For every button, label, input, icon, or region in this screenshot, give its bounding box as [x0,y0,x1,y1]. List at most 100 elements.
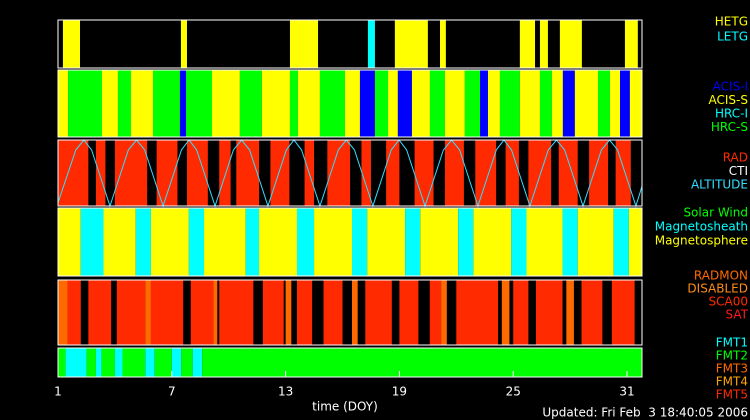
segment [319,70,345,137]
segment [103,208,136,276]
segment [351,280,358,345]
segment [150,208,189,276]
segment [526,208,563,276]
segment [122,348,146,377]
segment [574,70,598,137]
segment [562,70,575,137]
legend-label: RADMON [694,269,748,283]
segment [186,70,213,137]
segment [131,70,154,137]
segment [289,20,319,68]
segment [116,280,146,345]
segment [499,70,520,137]
segment [114,140,148,206]
segment [327,140,351,206]
segment [519,70,540,137]
segment [80,208,104,276]
segment [239,70,262,137]
segment [628,208,642,276]
segment [505,140,519,206]
segment [297,70,320,137]
segment [365,280,392,345]
segment [95,140,106,206]
segment [285,280,292,345]
segment [367,20,375,68]
segment [551,70,563,137]
segment [145,348,155,377]
segment [62,20,81,68]
segment [386,140,400,206]
legend-label: FMT4 [716,375,748,389]
legend-label: ALTITUDE [691,178,748,192]
segment [613,208,629,276]
legend-label: HRC-I [715,107,748,121]
panel-frame [57,69,643,138]
x-tick-label: 1 [54,385,62,399]
segment [581,280,603,345]
segment [441,280,447,345]
segment [58,280,68,345]
segment [219,280,254,345]
segment [420,208,459,276]
segment [289,70,298,137]
panel-frame [57,279,643,346]
segment [180,20,187,68]
legend-label: ACIS-I [713,80,748,94]
segment [456,280,499,345]
legend-label: HRC-S [711,120,748,134]
segment [597,70,610,137]
x-tick-label: 31 [619,385,634,399]
segment [629,70,642,137]
x-tick-label: 7 [168,385,176,399]
segment [577,208,614,276]
legend-label: CTI [729,164,748,178]
legend-label: Magnetosheath [655,220,748,234]
segment [219,140,231,206]
segment [535,280,563,345]
segment [179,70,187,137]
segment [58,140,89,206]
segment [464,70,481,137]
segment [411,70,430,137]
segment [135,208,151,276]
segment [95,348,102,377]
segment [519,20,536,68]
segment [589,140,609,206]
segment [296,280,313,345]
panel-frame [57,139,643,207]
segment [501,280,510,345]
x-axis-label: time (DOY) [312,400,378,414]
segment [101,348,115,377]
legend-label: SCA00 [709,295,748,309]
segment [361,140,371,206]
segment [559,20,582,68]
segment [171,348,182,377]
segment [181,348,193,377]
segment [117,70,132,137]
legend-label: SAT [726,308,749,322]
segment [186,140,208,206]
segment [188,208,205,276]
segment [429,70,445,137]
segment [367,208,406,276]
segment [259,208,297,276]
segment [562,208,578,276]
segment [344,70,360,137]
segment [192,348,203,377]
legend-label: Solar Wind [683,206,748,220]
segment [58,208,81,276]
segment [86,348,96,377]
legend-label: LETG [717,30,748,44]
segment [480,70,488,137]
segment [58,70,69,137]
segment [487,70,500,137]
segment [153,70,180,137]
x-tick-label: 19 [392,385,407,399]
segment [414,140,434,206]
segment [458,208,474,276]
segment [204,208,246,276]
segment [145,280,151,345]
x-tick-label: 25 [506,385,521,399]
